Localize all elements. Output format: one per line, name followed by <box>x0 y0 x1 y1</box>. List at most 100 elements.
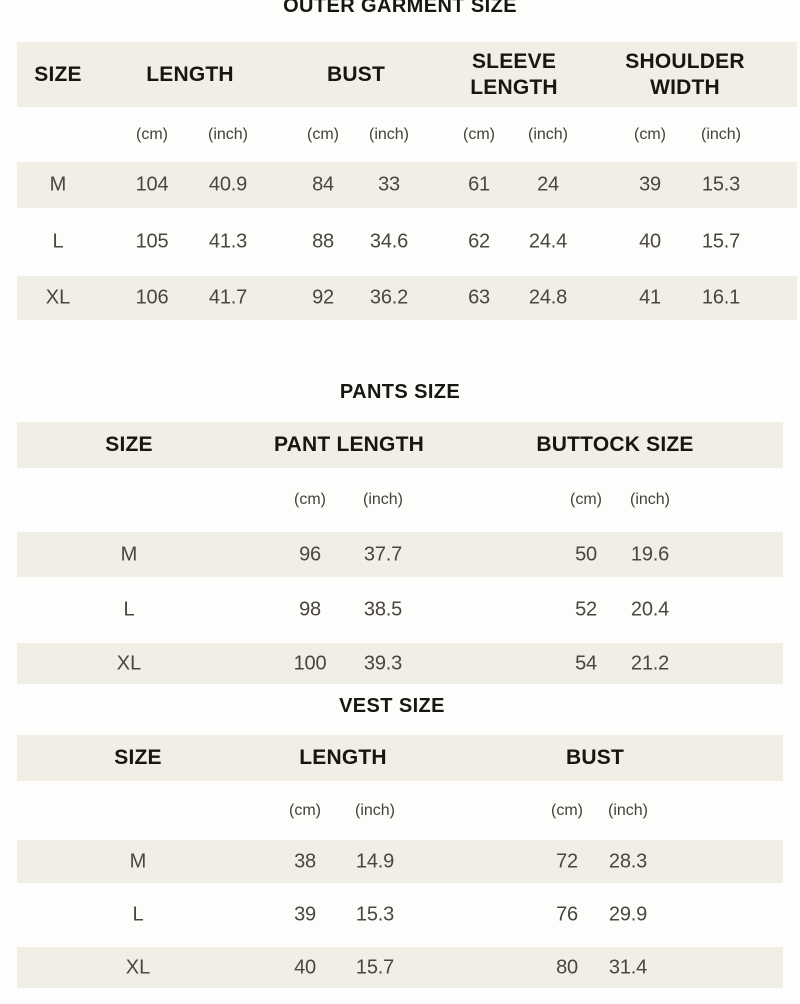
measurement-value: 106 <box>135 286 169 309</box>
measurement-value: 24 <box>537 173 559 196</box>
measurement-value: 84 <box>312 173 334 196</box>
table-row: M 104 40.9 84 33 61 24 39 15.3 <box>17 162 797 208</box>
table-row: M 38 14.9 72 28.3 <box>17 840 783 883</box>
measurement-value: 28.3 <box>608 850 648 872</box>
unit-label: (inch) <box>629 491 671 508</box>
measurement-value: 105 <box>135 230 169 253</box>
measurement-value: 39.3 <box>363 652 403 674</box>
measurement-value: 40 <box>639 230 661 253</box>
table-row: L 98 38.5 52 20.4 <box>17 577 783 643</box>
measurement-value: 40 <box>294 956 316 978</box>
size-label: M <box>129 850 147 872</box>
outer-garment-table-title: OUTER GARMENT SIZE <box>283 0 517 17</box>
measurement-value: 31.4 <box>608 956 648 978</box>
unit-label: (inch) <box>368 125 410 143</box>
column-header: PANT LENGTH <box>274 433 424 456</box>
size-label: M <box>49 173 67 196</box>
measurement-value: 39 <box>294 903 316 926</box>
measurement-value: 88 <box>312 230 334 253</box>
unit-label: (inch) <box>207 125 249 143</box>
measurement-value: 16.1 <box>701 286 741 309</box>
table-row: XL 40 15.7 80 31.4 <box>17 947 783 988</box>
unit-label: (inch) <box>700 125 742 143</box>
measurement-value: 29.9 <box>608 903 648 926</box>
table-row: XL 100 39.3 54 21.2 <box>17 643 783 684</box>
measurement-value: 33 <box>378 173 400 196</box>
column-header: LENGTH <box>299 746 387 769</box>
measurement-value: 104 <box>135 173 169 196</box>
outer-garment-size-table: SIZE LENGTH BUST SLEEVE LENGTH SHOULDER WIDT… <box>17 42 797 320</box>
unit-label: (inch) <box>354 801 396 819</box>
measurement-value: 36.2 <box>369 286 409 309</box>
measurement-value: 72 <box>556 850 578 872</box>
size-label: XL <box>125 956 151 978</box>
unit-label: (cm) <box>307 125 339 143</box>
column-header: LENGTH <box>146 62 234 86</box>
measurement-value: 15.3 <box>355 903 395 926</box>
measurement-value: 34.6 <box>369 230 409 253</box>
column-header: SIZE <box>34 62 82 86</box>
measurement-value: 20.4 <box>630 598 670 621</box>
size-label: M <box>120 543 138 565</box>
unit-label: (cm) <box>289 801 321 819</box>
column-header: BUST <box>566 746 624 769</box>
pants-size-table: SIZE PANT LENGTH BUTTOCK SIZE (cm) (inch) (cm… <box>17 422 783 684</box>
measurement-value: 24.4 <box>528 230 568 253</box>
unit-label: (cm) <box>570 491 602 508</box>
measurement-value: 100 <box>293 652 327 674</box>
column-header: BUTTOCK SIZE <box>536 433 694 456</box>
column-header: BUST <box>327 62 385 86</box>
measurement-value: 54 <box>575 652 597 674</box>
measurement-value: 38.5 <box>363 598 403 621</box>
table-row: (cm) (inch) (cm) (inch) <box>17 781 783 840</box>
column-header: SLEEVE LENGTH <box>470 49 558 99</box>
measurement-value: 98 <box>299 598 321 621</box>
measurement-value: 37.7 <box>363 543 403 565</box>
measurement-value: 62 <box>468 230 490 253</box>
measurement-value: 52 <box>575 598 597 621</box>
unit-label: (cm) <box>136 125 168 143</box>
measurement-value: 15.3 <box>701 173 741 196</box>
measurement-value: 40.9 <box>208 173 248 196</box>
vest-table-title: VEST SIZE <box>339 695 445 717</box>
size-label: L <box>123 598 135 621</box>
column-header: SIZE <box>114 746 162 769</box>
size-label: L <box>132 903 144 926</box>
measurement-value: 80 <box>556 956 578 978</box>
measurement-value: 63 <box>468 286 490 309</box>
table-row: (cm) (inch) (cm) (inch) (cm) (inch) (cm) (inch) <box>17 107 797 162</box>
size-label: XL <box>45 286 71 309</box>
column-header: SHOULDER WIDTH <box>625 49 745 99</box>
unit-label: (inch) <box>527 125 569 143</box>
table-row: SIZE PANT LENGTH BUTTOCK SIZE <box>17 422 783 468</box>
measurement-value: 19.6 <box>630 543 670 565</box>
measurement-value: 38 <box>294 850 316 872</box>
table-row: L 39 15.3 76 29.9 <box>17 883 783 947</box>
pants-table-title: PANTS SIZE <box>339 381 461 403</box>
unit-label: (cm) <box>551 801 583 819</box>
size-label: XL <box>116 652 142 674</box>
measurement-value: 41 <box>639 286 661 309</box>
unit-label: (cm) <box>634 125 666 143</box>
unit-label: (inch) <box>362 491 404 508</box>
column-header: SIZE <box>105 433 153 456</box>
table-row: L 105 41.3 88 34.6 62 24.4 40 15.7 <box>17 208 797 276</box>
unit-label: (cm) <box>294 491 326 508</box>
measurement-value: 21.2 <box>630 652 670 674</box>
measurement-value: 24.8 <box>528 286 568 309</box>
measurement-value: 15.7 <box>355 956 395 978</box>
measurement-value: 76 <box>556 903 578 926</box>
measurement-value: 15.7 <box>701 230 741 253</box>
table-row: SIZE LENGTH BUST <box>17 735 783 781</box>
unit-label: (cm) <box>463 125 495 143</box>
measurement-value: 14.9 <box>355 850 395 872</box>
measurement-value: 41.3 <box>208 230 248 253</box>
vest-size-table: SIZE LENGTH BUST (cm) (inch) (cm) (inch) M 38 14.… <box>17 735 783 988</box>
measurement-value: 61 <box>468 173 490 196</box>
measurement-value: 92 <box>312 286 334 309</box>
table-row: SIZE LENGTH BUST SLEEVE LENGTH SHOULDER WIDT… <box>17 42 797 107</box>
table-row: M 96 37.7 50 19.6 <box>17 532 783 577</box>
measurement-value: 41.7 <box>208 286 248 309</box>
unit-label: (inch) <box>607 801 649 819</box>
